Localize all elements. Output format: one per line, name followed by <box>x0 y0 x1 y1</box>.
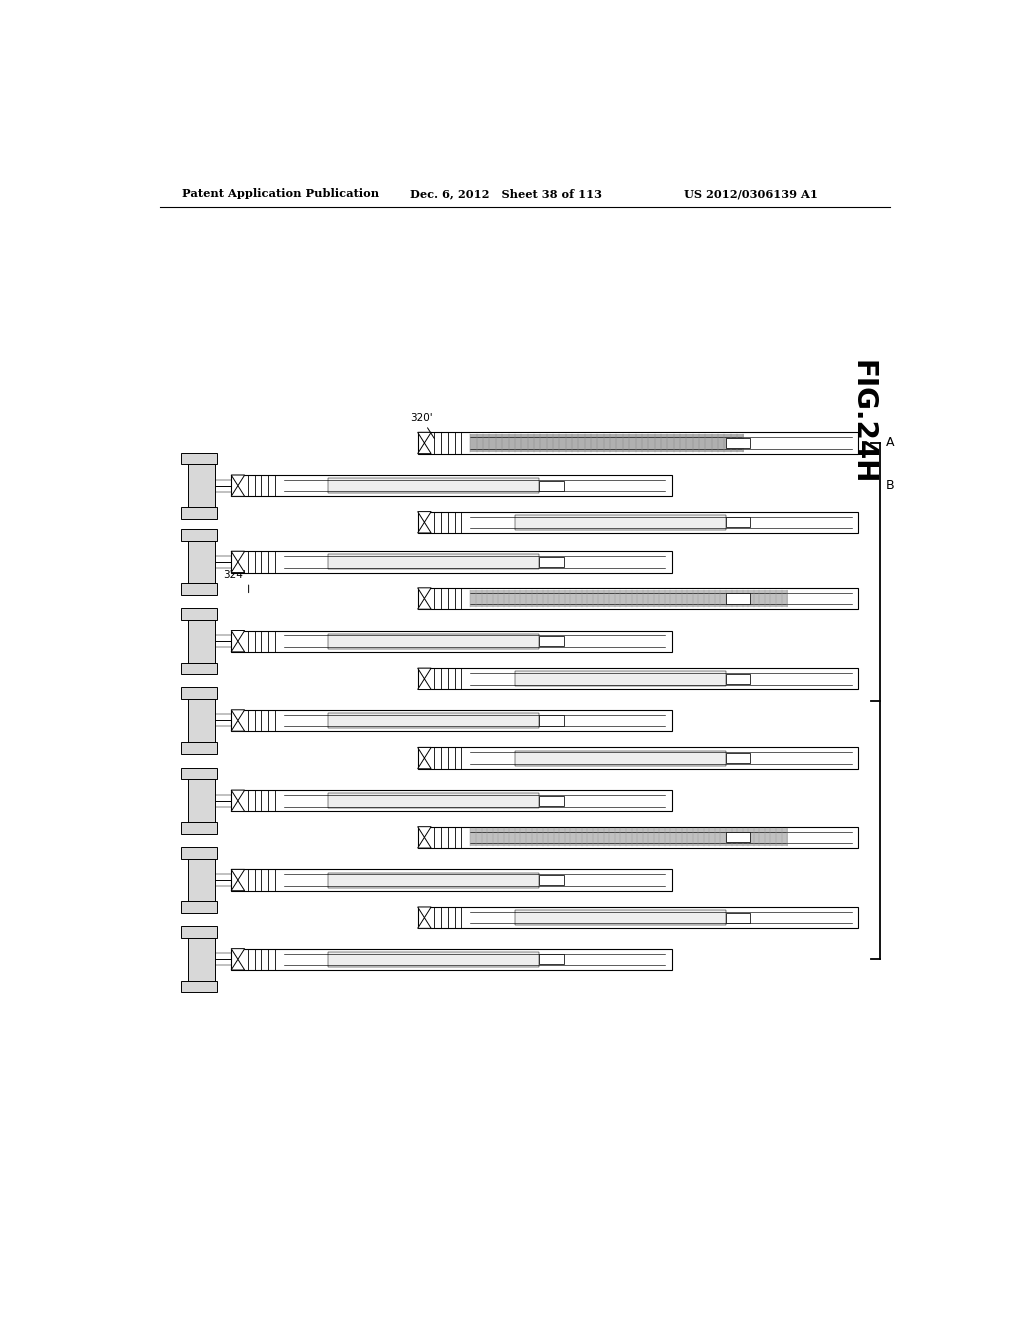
Bar <box>187 939 214 981</box>
Bar <box>418 433 858 454</box>
Bar <box>515 515 726 529</box>
Polygon shape <box>418 512 431 523</box>
Bar <box>187 779 214 822</box>
Polygon shape <box>231 870 245 880</box>
Bar <box>540 715 563 726</box>
Bar <box>181 927 217 939</box>
Text: FIG.24H: FIG.24H <box>848 360 877 484</box>
Bar <box>418 587 858 609</box>
Bar <box>187 541 214 583</box>
Polygon shape <box>418 668 431 678</box>
Bar <box>181 609 217 620</box>
Polygon shape <box>231 631 245 642</box>
Bar <box>540 636 563 647</box>
Polygon shape <box>418 758 431 768</box>
Bar <box>181 768 217 779</box>
Polygon shape <box>418 444 431 454</box>
Bar <box>231 949 672 970</box>
Bar <box>470 829 787 846</box>
Bar <box>231 791 672 812</box>
Bar <box>187 700 214 742</box>
Bar <box>328 713 540 727</box>
Bar <box>540 480 563 491</box>
Bar <box>181 663 217 675</box>
Bar <box>187 859 214 902</box>
Polygon shape <box>231 475 245 486</box>
Polygon shape <box>231 721 245 731</box>
Bar <box>181 688 217 700</box>
Text: A: A <box>886 437 894 450</box>
Bar <box>418 747 858 768</box>
Bar <box>726 438 751 447</box>
Bar <box>181 507 217 519</box>
Bar <box>181 981 217 993</box>
Polygon shape <box>231 960 245 970</box>
Polygon shape <box>231 710 245 721</box>
Bar <box>328 554 540 569</box>
Polygon shape <box>231 562 245 573</box>
Bar <box>726 832 751 842</box>
Bar <box>181 847 217 859</box>
Polygon shape <box>418 917 431 928</box>
Bar <box>418 907 858 928</box>
Polygon shape <box>231 791 245 801</box>
Polygon shape <box>231 801 245 812</box>
Bar <box>231 475 672 496</box>
Polygon shape <box>231 642 245 652</box>
Polygon shape <box>418 826 431 837</box>
Text: US 2012/0306139 A1: US 2012/0306139 A1 <box>684 189 817 199</box>
Bar <box>515 672 726 686</box>
Bar <box>328 793 540 808</box>
Polygon shape <box>418 678 431 689</box>
Polygon shape <box>231 949 245 960</box>
Bar <box>328 634 540 648</box>
Polygon shape <box>418 433 431 444</box>
Polygon shape <box>418 747 431 758</box>
Bar <box>187 620 214 663</box>
Bar <box>726 594 751 603</box>
Text: B: B <box>886 479 895 492</box>
Polygon shape <box>418 907 431 917</box>
Bar <box>181 822 217 834</box>
Polygon shape <box>231 880 245 891</box>
Bar <box>540 557 563 568</box>
Bar <box>515 911 726 925</box>
Bar <box>328 873 540 887</box>
Polygon shape <box>418 587 431 598</box>
Bar <box>726 912 751 923</box>
Bar <box>418 512 858 533</box>
Bar <box>540 875 563 886</box>
Polygon shape <box>418 523 431 533</box>
Bar <box>470 590 787 607</box>
Polygon shape <box>418 598 431 609</box>
Text: Dec. 6, 2012   Sheet 38 of 113: Dec. 6, 2012 Sheet 38 of 113 <box>410 189 602 199</box>
Bar <box>181 529 217 541</box>
Bar <box>726 673 751 684</box>
Text: 320': 320' <box>410 413 434 438</box>
Bar <box>726 752 751 763</box>
Bar <box>418 826 858 847</box>
Polygon shape <box>418 837 431 847</box>
Bar <box>328 478 540 494</box>
Bar <box>231 631 672 652</box>
Bar <box>181 742 217 754</box>
Bar <box>181 583 217 595</box>
Bar <box>231 870 672 891</box>
Bar <box>540 954 563 965</box>
Bar <box>515 751 726 766</box>
Bar <box>540 796 563 807</box>
Polygon shape <box>231 486 245 496</box>
Bar <box>418 668 858 689</box>
Bar <box>231 710 672 731</box>
Bar <box>231 552 672 573</box>
Bar <box>181 453 217 465</box>
Polygon shape <box>231 552 245 562</box>
Bar <box>187 465 214 507</box>
Bar <box>181 902 217 913</box>
Bar <box>470 434 743 451</box>
Bar <box>328 952 540 966</box>
Text: 324': 324' <box>222 570 246 579</box>
Text: Patent Application Publication: Patent Application Publication <box>182 189 379 199</box>
Bar <box>726 517 751 528</box>
